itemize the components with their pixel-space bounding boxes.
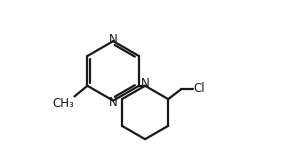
Text: N: N	[109, 96, 118, 109]
Text: N: N	[109, 33, 118, 46]
Text: N: N	[141, 77, 150, 90]
Text: Cl: Cl	[194, 82, 205, 95]
Text: CH₃: CH₃	[52, 97, 74, 110]
